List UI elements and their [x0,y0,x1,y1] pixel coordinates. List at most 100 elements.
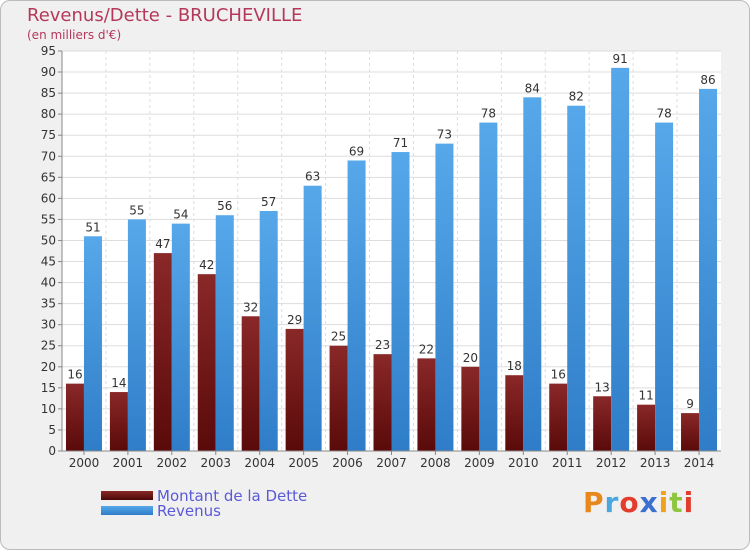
bar-debt [329,345,348,451]
bar-revenus-value-label: 73 [437,128,452,142]
bar-debt-value-label: 18 [507,359,522,373]
y-tick-label: 20 [41,360,56,374]
bar-debt-value-label: 13 [595,380,610,394]
x-tick-label: 2009 [464,456,495,470]
bar-debt [65,383,84,451]
y-tick-label: 55 [41,212,56,226]
legend-label-debt: Montant de la Dette [157,487,308,505]
bar-debt-value-label: 42 [199,258,214,272]
bar-revenus [699,88,718,451]
y-tick-label: 25 [41,339,56,353]
x-tick-label: 2004 [244,456,275,470]
bar-debt [197,274,216,451]
bar-debt [461,366,480,451]
bar-revenus-value-label: 91 [613,52,628,66]
bar-debt-value-label: 14 [111,376,126,390]
bar-revenus [523,97,542,451]
bar-revenus [655,122,674,451]
y-tick-label: 35 [41,297,56,311]
bar-revenus [215,215,234,451]
bar-revenus-value-label: 69 [349,144,364,158]
bar-revenus-value-label: 71 [393,136,408,150]
x-tick-label: 2002 [157,456,188,470]
y-tick-label: 65 [41,170,56,184]
x-tick-label: 2000 [69,456,100,470]
bar-revenus-value-label: 84 [525,81,540,95]
bar-revenus-value-label: 51 [85,220,100,234]
bar-debt-value-label: 25 [331,330,346,344]
bar-revenus [259,211,278,451]
y-tick-label: 45 [41,255,56,269]
y-tick-label: 40 [41,276,56,290]
bar-revenus-value-label: 56 [217,199,232,213]
logo-letter: r [604,486,620,519]
bar-revenus [127,219,146,451]
bar-revenus-value-label: 78 [481,107,496,121]
bar-debt [417,358,436,451]
x-tick-label: 2011 [552,456,583,470]
bar-debt [109,392,128,451]
y-tick-label: 60 [41,191,56,205]
bar-revenus-value-label: 86 [700,73,715,87]
y-tick-label: 15 [41,381,56,395]
bar-debt [241,316,260,451]
logo-letter: P [583,486,605,519]
bar-revenus [83,236,102,451]
bar-revenus-value-label: 82 [569,90,584,104]
bar-debt-value-label: 22 [419,342,434,356]
y-tick-label: 75 [41,128,56,142]
y-tick-label: 90 [41,65,56,79]
bar-revenus [611,67,630,451]
bar-revenus-value-label: 57 [261,195,276,209]
bar-revenus-value-label: 78 [656,107,671,121]
bar-debt [593,396,612,451]
bar-revenus [435,143,454,451]
bar-debt-value-label: 16 [551,368,566,382]
bar-revenus [567,105,586,451]
proxiti-logo: Proxiti [583,486,694,519]
x-tick-label: 2006 [332,456,363,470]
y-tick-label: 80 [41,107,56,121]
logo-letter: i [658,486,670,519]
bar-debt-value-label: 29 [287,313,302,327]
bar-debt [153,253,172,451]
bar-debt-value-label: 32 [243,300,258,314]
y-tick-label: 95 [41,44,56,58]
chart-title: Revenus/Dette - BRUCHEVILLE [27,5,303,26]
bar-debt [637,404,656,451]
bar-debt [285,328,304,451]
logo-letter: x [639,486,659,519]
legend-swatch-revenus [101,506,153,515]
bar-revenus [479,122,498,451]
logo-letter: t [669,486,684,519]
bar-debt-value-label: 20 [463,351,478,365]
bar-revenus [347,160,366,451]
x-tick-label: 2008 [420,456,451,470]
y-tick-label: 10 [41,402,56,416]
bar-debt-value-label: 16 [67,368,82,382]
bar-revenus [391,152,410,452]
x-tick-label: 2005 [288,456,319,470]
bar-revenus-value-label: 63 [305,170,320,184]
bar-debt-value-label: 47 [155,237,170,251]
bar-debt-value-label: 11 [638,389,653,403]
bar-revenus [303,185,322,451]
x-tick-label: 2003 [200,456,231,470]
y-tick-label: 5 [48,423,56,437]
bar-revenus-value-label: 55 [129,203,144,217]
x-tick-label: 2012 [596,456,627,470]
x-tick-label: 2007 [376,456,407,470]
legend-label-revenus: Revenus [157,502,221,520]
y-tick-label: 85 [41,86,56,100]
bar-debt [373,354,392,451]
y-tick-label: 50 [41,233,56,247]
x-tick-label: 2001 [113,456,144,470]
y-tick-label: 70 [41,149,56,163]
logo-letter: i [683,486,695,519]
logo-letter: o [619,486,640,519]
bar-revenus [171,223,190,451]
legend-swatch-debt [101,491,153,500]
bar-debt [505,375,524,451]
